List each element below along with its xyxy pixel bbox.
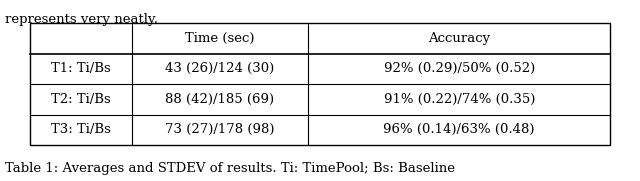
Text: 73 (27)/178 (98): 73 (27)/178 (98) [165,123,275,136]
Text: represents very neatly.: represents very neatly. [5,13,158,26]
Text: Accuracy: Accuracy [428,32,490,45]
Text: Table 1: Averages and STDEV of results. Ti: TimePool; Bs: Baseline: Table 1: Averages and STDEV of results. … [5,162,455,175]
Text: Time (sec): Time (sec) [185,32,255,45]
Text: 96% (0.14)/63% (0.48): 96% (0.14)/63% (0.48) [383,123,535,136]
Text: 88 (42)/185 (69): 88 (42)/185 (69) [165,93,275,106]
Text: 91% (0.22)/74% (0.35): 91% (0.22)/74% (0.35) [383,93,535,106]
Text: T1: Ti/Bs: T1: Ti/Bs [51,62,111,75]
Bar [30,23,610,145]
Text: 43 (26)/124 (30): 43 (26)/124 (30) [165,62,275,75]
Text: 92% (0.29)/50% (0.52): 92% (0.29)/50% (0.52) [383,62,535,75]
Text: T3: Ti/Bs: T3: Ti/Bs [51,123,111,136]
Text: T2: Ti/Bs: T2: Ti/Bs [51,93,111,106]
